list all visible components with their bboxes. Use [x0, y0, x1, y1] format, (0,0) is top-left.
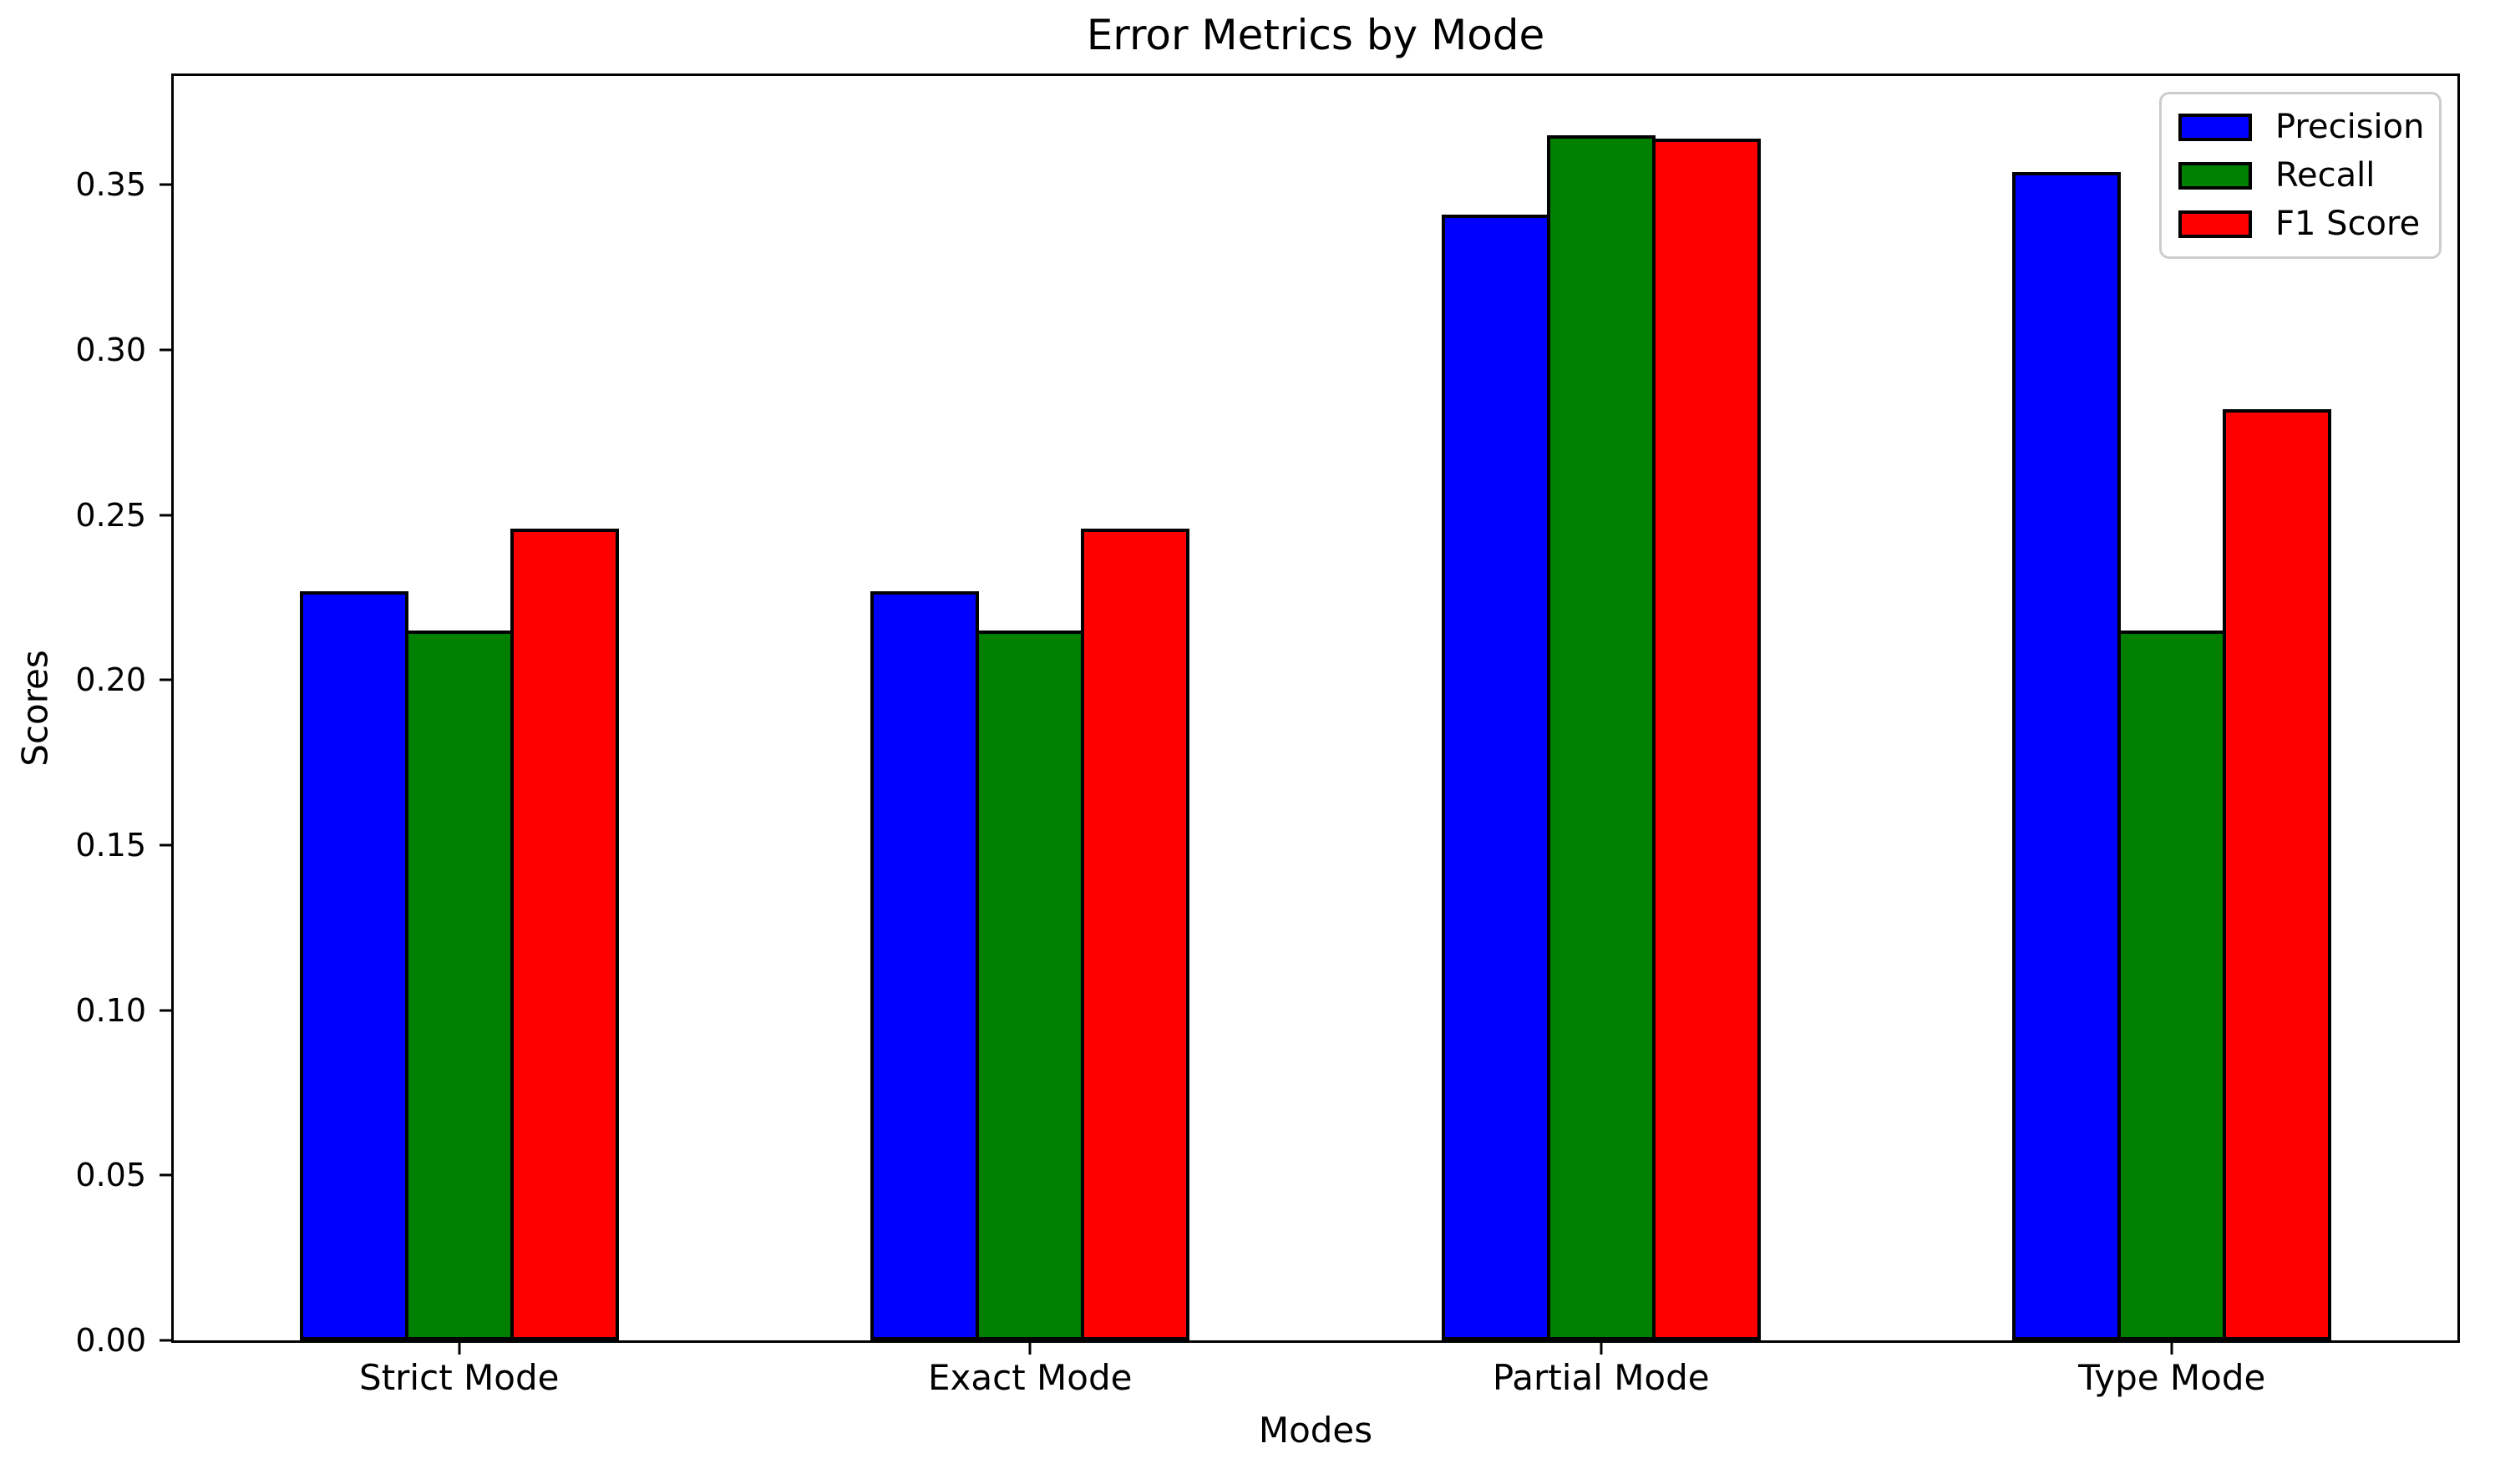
bar-group-strict-mode	[299, 76, 619, 1340]
y-tick-mark	[160, 514, 171, 517]
legend: Precision Recall F1 Score	[2159, 92, 2442, 259]
f1-score-swatch-icon	[2178, 210, 2252, 238]
x-tick-mark	[2170, 1343, 2173, 1355]
y-axis-label: Scores	[14, 650, 56, 767]
y-tick-mark	[160, 678, 171, 681]
chart-title: Error Metrics by Mode	[1086, 11, 1545, 59]
precision-bar-exact-mode	[870, 590, 980, 1340]
y-tick-mark	[160, 348, 171, 352]
f1-score-bar-strict-mode	[510, 528, 619, 1340]
recall-bar-strict-mode	[404, 631, 514, 1340]
x-tick-label-partial-mode: Partial Mode	[1492, 1357, 1710, 1398]
plot-area: 0.00 0.05 0.10 0.15 0.20 0.25 0.30 0.35 Strict …	[75, 73, 2460, 1398]
precision-bar-type-mode	[2012, 171, 2122, 1340]
y-tick-label: 0.20	[75, 661, 146, 699]
recall-bar-exact-mode	[976, 631, 1085, 1340]
legend-label-f1-score: F1 Score	[2275, 205, 2421, 243]
f1-score-bar-type-mode	[2223, 409, 2332, 1340]
precision-bar-strict-mode	[299, 590, 408, 1340]
legend-item-f1-score: F1 Score	[2178, 207, 2422, 241]
legend-item-precision: Precision	[2178, 108, 2425, 146]
legend-label-precision: Precision	[2275, 108, 2425, 146]
y-tick-label: 0.10	[75, 991, 146, 1029]
x-tick-mark	[458, 1343, 461, 1355]
precision-swatch-icon	[2178, 113, 2252, 141]
legend-label-recall: Recall	[2275, 156, 2376, 195]
x-tick-mark	[1600, 1343, 1603, 1355]
y-tick-mark	[160, 1009, 171, 1012]
y-tick-label: 0.25	[75, 496, 146, 534]
x-tick-label-strict-mode: Strict Mode	[359, 1357, 560, 1398]
y-tick-label: 0.15	[75, 827, 146, 864]
f1-score-bar-exact-mode	[1081, 528, 1190, 1340]
x-axis-label: Modes	[1258, 1410, 1373, 1451]
x-tick-mark	[1028, 1343, 1032, 1355]
y-tick-label: 0.05	[75, 1157, 146, 1194]
bar-group-exact-mode	[870, 76, 1190, 1340]
f1-score-bar-partial-mode	[1651, 139, 1761, 1340]
y-tick-mark	[160, 1173, 171, 1177]
x-tick-label-exact-mode: Exact Mode	[928, 1357, 1133, 1398]
legend-items: Precision Recall F1 Score	[2178, 103, 2425, 248]
y-tick-mark	[160, 843, 171, 847]
y-tick-label: 0.30	[75, 332, 146, 369]
precision-bar-partial-mode	[1441, 215, 1550, 1340]
y-tick-label: 0.35	[75, 166, 146, 204]
legend-item-recall: Recall	[2178, 159, 2422, 192]
recall-swatch-icon	[2178, 161, 2252, 190]
x-tick-label-type-mode: Type Mode	[2078, 1357, 2266, 1398]
y-tick-mark	[160, 183, 171, 186]
recall-bar-partial-mode	[1546, 135, 1656, 1340]
bar-group-partial-mode	[1441, 76, 1761, 1340]
y-tick-label: 0.00	[75, 1322, 146, 1359]
y-tick-mark	[160, 1339, 171, 1342]
recall-bar-type-mode	[2117, 631, 2227, 1340]
bar-group-type-mode	[2012, 76, 2332, 1340]
